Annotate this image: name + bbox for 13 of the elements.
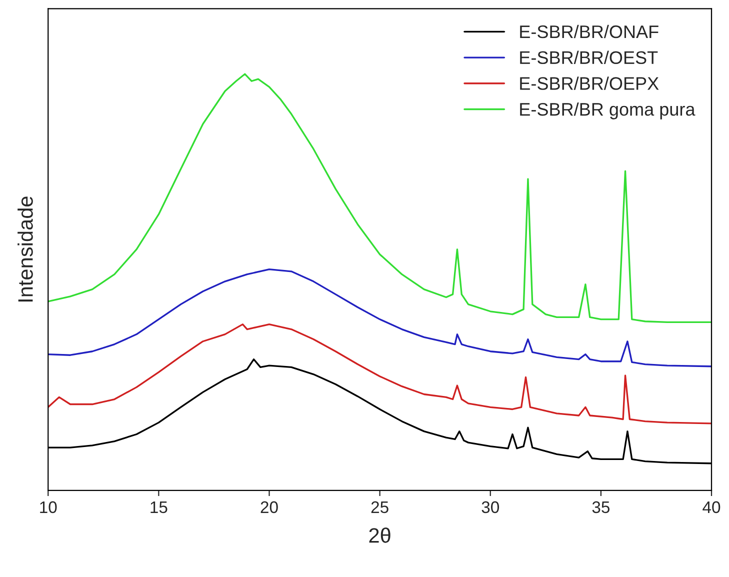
legend-label: E-SBR/BR/OEPX [520, 76, 659, 90]
x-tick-label: 25 [371, 501, 388, 514]
x-tick-label: 20 [260, 501, 278, 514]
x-axis-title: 2θ [369, 528, 390, 543]
x-tick-label: 40 [702, 501, 720, 514]
legend-label: E-SBR/BR/OEST [520, 50, 658, 64]
x-tick-label: 15 [150, 501, 168, 514]
x-tick-label: 30 [482, 501, 499, 514]
x-tick-label: 10 [40, 501, 57, 514]
legend-label: E-SBR/BR/ONAF [520, 24, 658, 38]
legend-label: E-SBR/BR goma pura [520, 102, 696, 120]
y-axis-title: Intensidade [18, 196, 33, 302]
x-tick-label: 35 [592, 501, 610, 514]
